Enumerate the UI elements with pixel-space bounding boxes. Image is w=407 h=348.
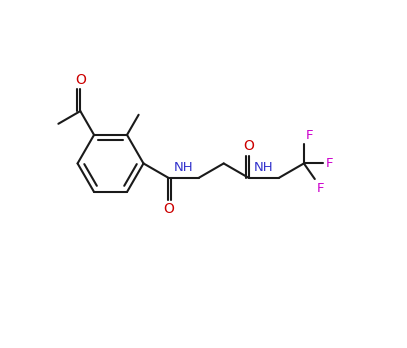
Text: F: F bbox=[306, 129, 313, 142]
Text: O: O bbox=[163, 202, 174, 216]
Text: NH: NH bbox=[254, 161, 274, 174]
Text: O: O bbox=[75, 73, 86, 87]
Text: F: F bbox=[317, 182, 324, 195]
Text: O: O bbox=[243, 139, 254, 153]
Text: F: F bbox=[326, 157, 333, 170]
Text: NH: NH bbox=[174, 161, 193, 174]
